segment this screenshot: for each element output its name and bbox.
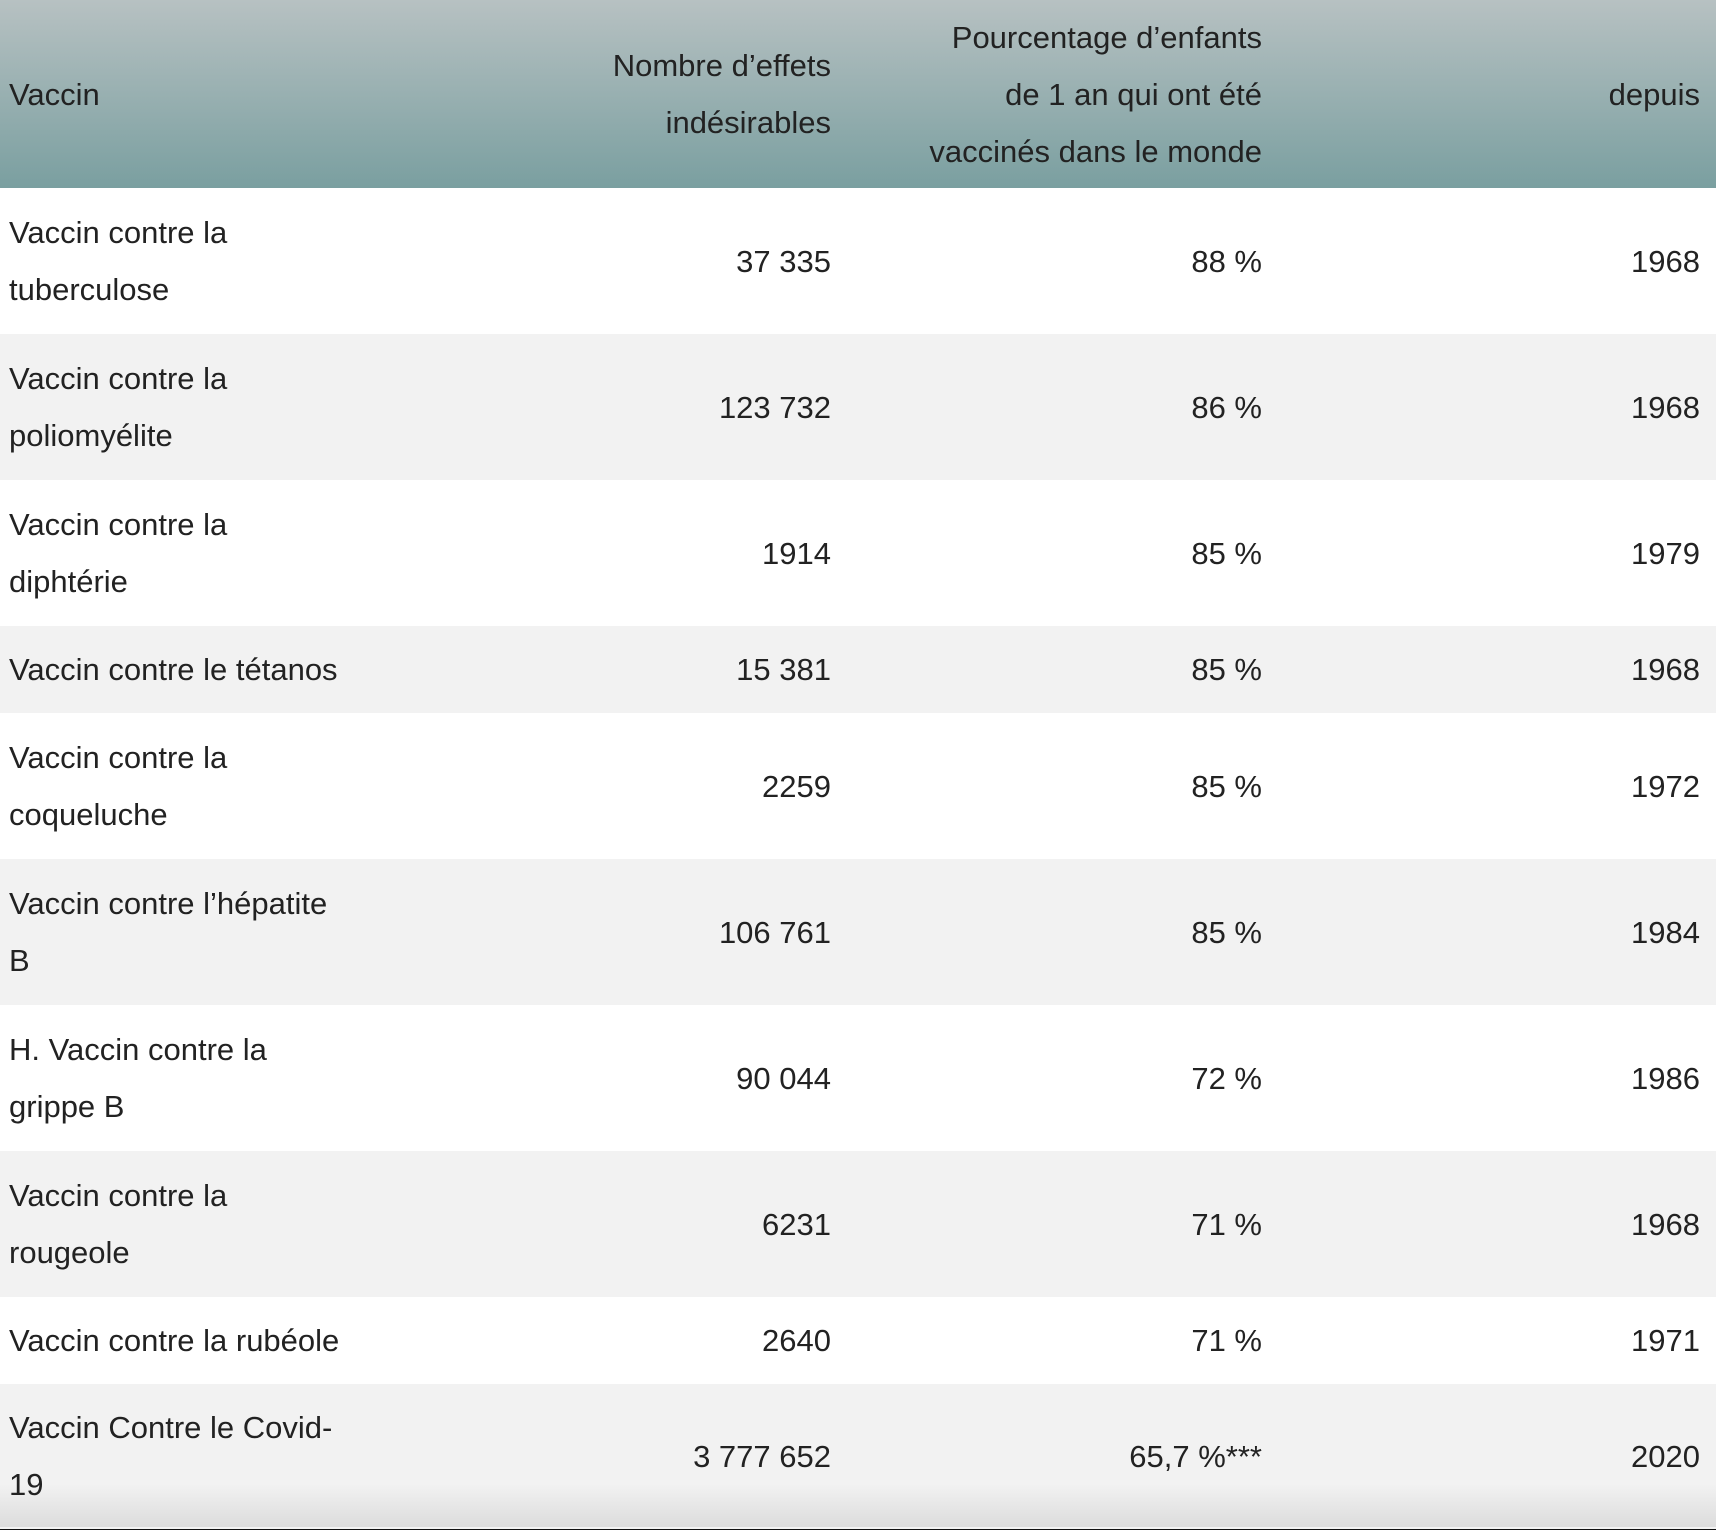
cell: 1914 [762,535,831,571]
cell: 1968 [1631,652,1700,687]
header-row: Vaccin Nombre d’effets indésirables Pource… [0,0,1716,188]
cell: 1986 [1631,1060,1700,1096]
cell: 1968 [1631,389,1700,425]
cell: 2259 [762,768,831,804]
cell: 1979 [1631,535,1700,571]
vaccine-name: Vaccin contre la rubéole [9,1323,340,1358]
table-row: Vaccin contre la diphtérie 1914 85 % 1979 [0,480,1716,626]
table-row: Vaccin contre la poliomyélite 123 732 86 %… [0,334,1716,480]
cell: 1968 [1631,243,1700,279]
cell: 88 % [1191,243,1262,279]
cell: 15 381 [736,652,831,687]
header-cell: Vaccin [9,76,100,112]
cell: 71 % [1191,1323,1262,1358]
cell: 71 % [1191,1206,1262,1242]
vaccine-name: Vaccin contre la poliomyélite [9,361,228,453]
table-row: Vaccin Contre le Covid-19 3 777 652 65,7 %… [0,1384,1716,1530]
vaccine-name: Vaccin Contre le Covid-19 [9,1410,333,1503]
table-row: Vaccin contre le tétanos 15 381 85 % 1968 [0,626,1716,713]
cell: 123 732 [718,389,831,425]
vaccine-name: Vaccin contre la coqueluche [9,740,228,832]
vaccine-name: Vaccin contre la tuberculose [9,215,228,307]
cell: 1968 [1631,1206,1700,1242]
vaccine-name: Vaccin contre l’hépatite B [9,886,328,978]
header-cell: Nombre d’effets indésirables [612,48,831,140]
cell: 2640 [762,1323,831,1358]
table-row: Vaccin contre la rougeole 6231 71 % 1968 [0,1151,1716,1297]
cell: 85 % [1191,652,1262,687]
cell: 1972 [1631,768,1700,804]
cell: 90 044 [736,1060,831,1096]
cell: 37 335 [736,243,831,279]
vaccine-name: Vaccin contre la diphtérie [9,507,228,599]
header-cell: depuis [1608,76,1700,112]
table-row: Vaccin contre la tuberculose 37 335 88 % 19… [0,188,1716,334]
cell: 3 777 652 [693,1438,831,1474]
cell: 1984 [1631,914,1700,950]
cell: 85 % [1191,535,1262,571]
cell: 1971 [1631,1323,1700,1358]
cell: 2020 [1631,1438,1700,1474]
header-cell: Pourcentage d’enfants de 1 an qui ont ét… [929,19,1262,169]
table-row: Vaccin contre l’hépatite B 106 761 85 % 198… [0,859,1716,1005]
table-row: Vaccin contre la coqueluche 2259 85 % 1972 [0,713,1716,859]
cell: 72 % [1191,1060,1262,1096]
cell: 86 % [1191,389,1262,425]
table-header: Vaccin Nombre d’effets indésirables Pource… [0,0,1716,188]
vaccine-name: Vaccin contre la rougeole [9,1178,228,1270]
table-row: H. Vaccin contre la grippe B 90 044 72 % 19… [0,1005,1716,1151]
cell: 65,7 %*** [1129,1438,1262,1474]
cell: 6231 [762,1206,831,1242]
vaccine-name: Vaccin contre le tétanos [9,652,338,687]
cell: 85 % [1191,914,1262,950]
table-body: Vaccin contre la tuberculose 37 335 88 % 19… [0,188,1716,1530]
vaccine-name: H. Vaccin contre la grippe B [9,1032,267,1124]
table-row: Vaccin contre la rubéole 2640 71 % 1971 [0,1297,1716,1384]
cell: 106 761 [718,914,831,950]
cell: 85 % [1191,768,1262,804]
